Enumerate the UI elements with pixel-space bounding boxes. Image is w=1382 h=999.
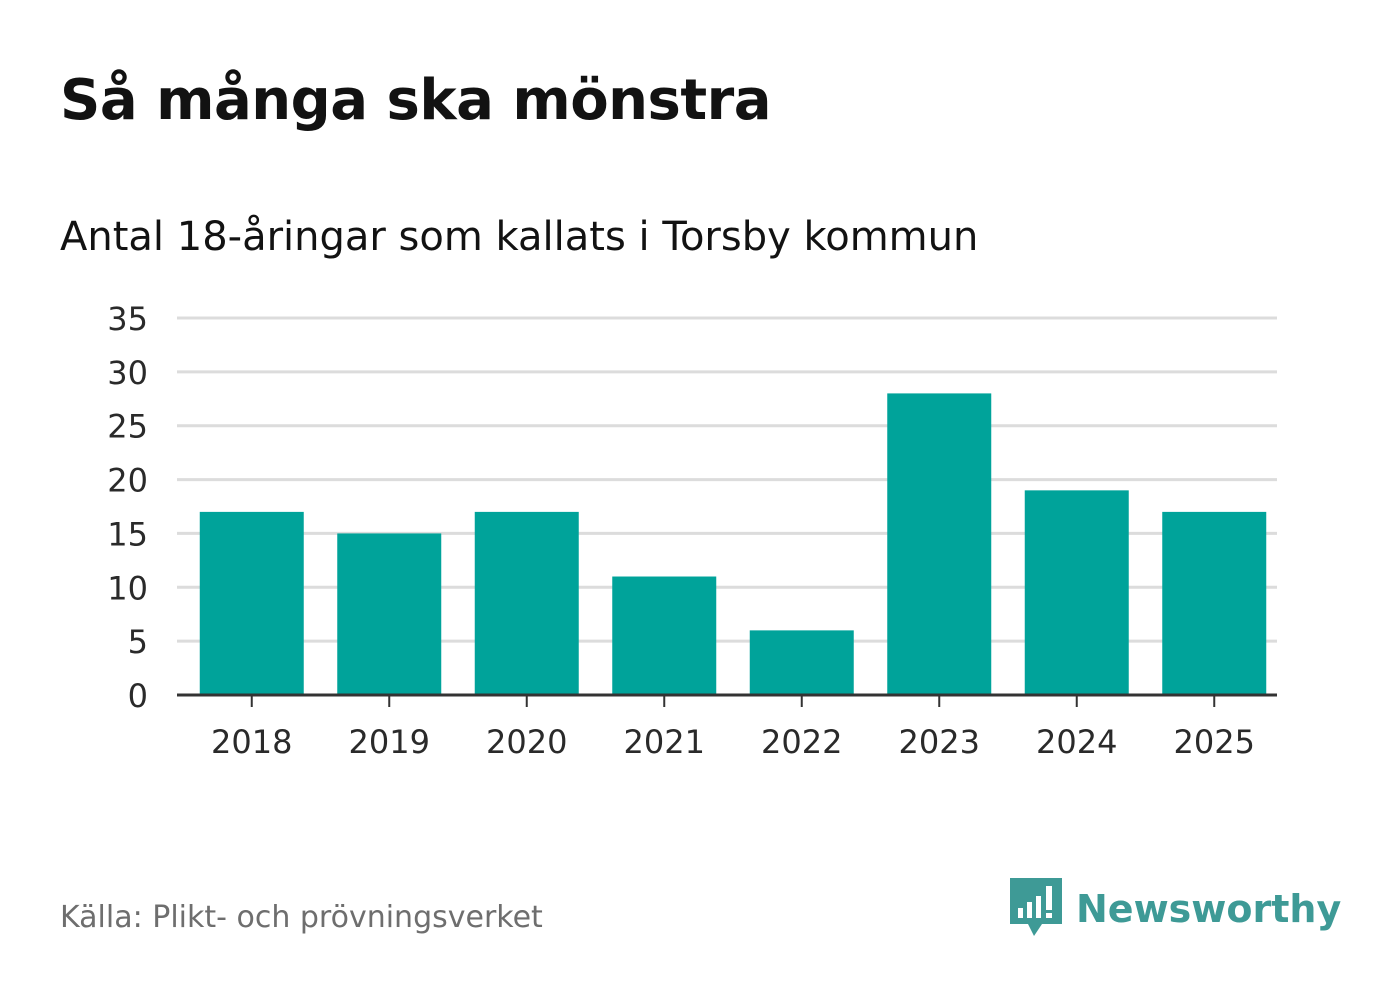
bar — [337, 533, 442, 695]
y-tick-label: 5 — [128, 623, 148, 661]
y-tick-label: 25 — [107, 408, 148, 446]
x-tick-label: 2019 — [349, 723, 430, 761]
brand-logo: Newsworthy — [1010, 878, 1341, 940]
x-tick-label: 2021 — [624, 723, 705, 761]
x-tick-label: 2023 — [899, 723, 980, 761]
x-tick-label: 2020 — [486, 723, 567, 761]
y-tick-label: 0 — [128, 677, 148, 715]
newsworthy-logo-icon — [1010, 878, 1062, 936]
bar — [612, 576, 717, 695]
chart-subtitle: Antal 18-åringar som kallats i Torsby ko… — [60, 214, 979, 260]
x-tick-label: 2022 — [761, 723, 842, 761]
y-tick-label: 10 — [107, 569, 148, 607]
x-tick-label: 2025 — [1174, 723, 1255, 761]
x-tick-label: 2024 — [1036, 723, 1117, 761]
brand-name: Newsworthy — [1076, 887, 1342, 931]
y-tick-label: 15 — [107, 515, 148, 553]
chart-title: Så många ska mönstra — [60, 68, 772, 133]
bar — [1024, 490, 1129, 695]
y-tick-label: 20 — [107, 462, 148, 500]
bar — [1162, 511, 1267, 695]
y-tick-label: 30 — [107, 354, 148, 392]
bar — [474, 511, 579, 695]
bar — [887, 393, 992, 695]
x-tick-label: 2018 — [211, 723, 292, 761]
bar — [199, 511, 304, 695]
bar — [749, 630, 854, 695]
source-note: Källa: Plikt- och prövningsverket — [60, 900, 543, 935]
y-tick-label: 35 — [107, 300, 148, 338]
